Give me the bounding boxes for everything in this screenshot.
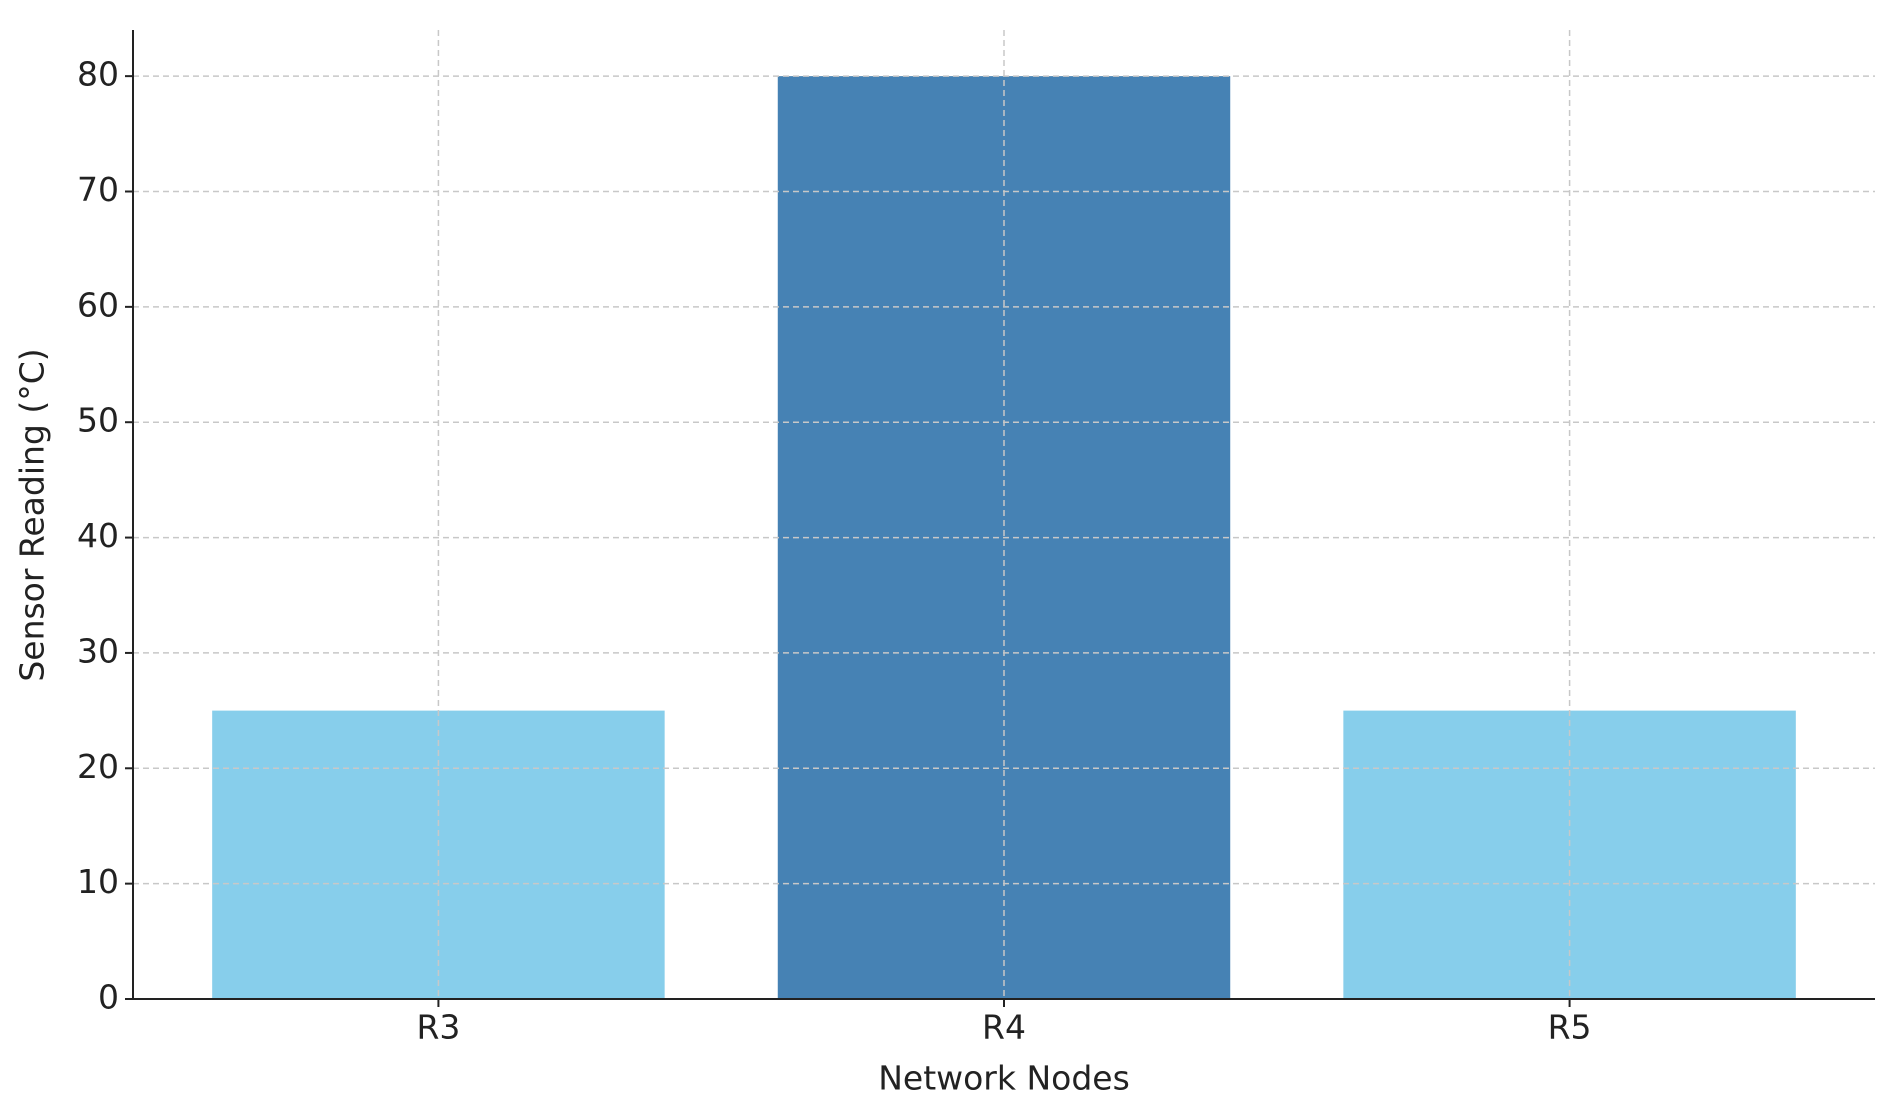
y-tick-label: 70 (77, 170, 119, 209)
x-tick-label: R3 (416, 1008, 460, 1047)
y-tick-label: 30 (77, 631, 119, 670)
y-tick-label: 60 (77, 285, 119, 324)
y-tick-label: 10 (77, 862, 119, 901)
x-tick-label: R5 (1548, 1008, 1592, 1047)
y-tick-label: 20 (77, 747, 119, 786)
y-tick-label: 40 (77, 516, 119, 555)
y-tick-label: 80 (77, 55, 119, 94)
x-axis-label: Network Nodes (878, 1059, 1130, 1098)
y-tick-label: 50 (77, 401, 119, 440)
y-axis-label: Sensor Reading (°C) (13, 348, 52, 681)
x-tick-label: R4 (982, 1008, 1026, 1047)
y-tick-label: 0 (98, 978, 119, 1017)
